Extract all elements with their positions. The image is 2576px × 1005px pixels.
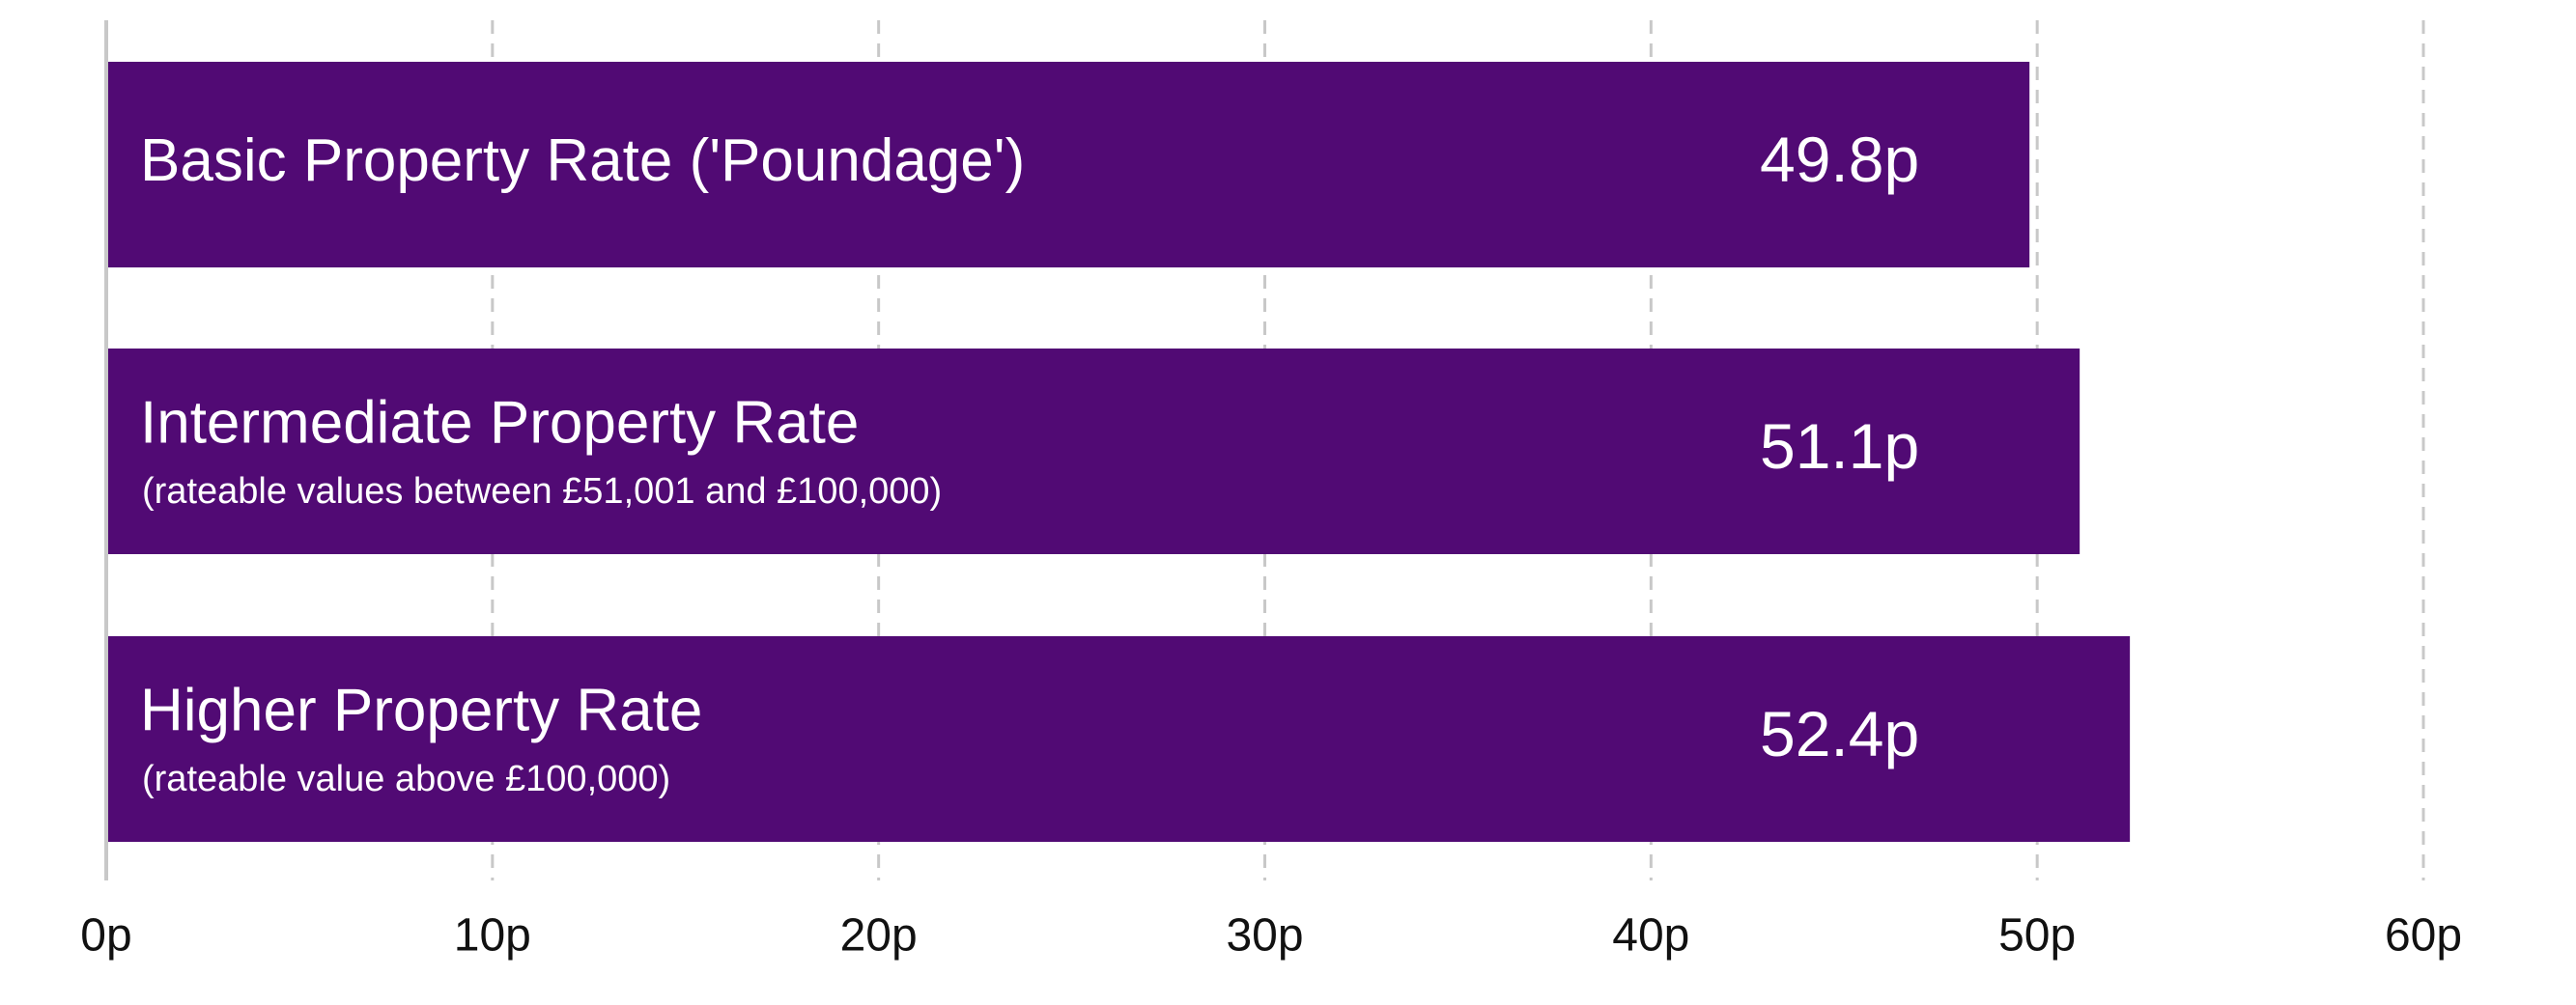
x-tick-label: 40p [1612, 910, 1689, 962]
category-note: (rateable value above £100,000) [142, 759, 670, 799]
x-tick-label: 20p [840, 910, 918, 962]
x-tick-label: 50p [1998, 910, 2076, 962]
category-label: Intermediate Property Rate [140, 389, 859, 456]
value-label: 52.4p [1760, 698, 1919, 769]
bar [106, 636, 2131, 842]
category-note: (rateable values between £51,001 and £10… [142, 471, 942, 512]
category-label: Higher Property Rate [140, 677, 702, 743]
bar [106, 349, 2081, 554]
x-tick-label: 60p [2385, 910, 2462, 962]
x-tick-label: 30p [1226, 910, 1303, 962]
x-tick-label: 0p [80, 910, 131, 962]
bar [106, 62, 2030, 267]
x-tick-label: 10p [454, 910, 531, 962]
value-label: 49.8p [1760, 124, 1919, 195]
value-label: 51.1p [1760, 410, 1919, 482]
category-label: Basic Property Rate ('Poundage') [140, 127, 1025, 194]
